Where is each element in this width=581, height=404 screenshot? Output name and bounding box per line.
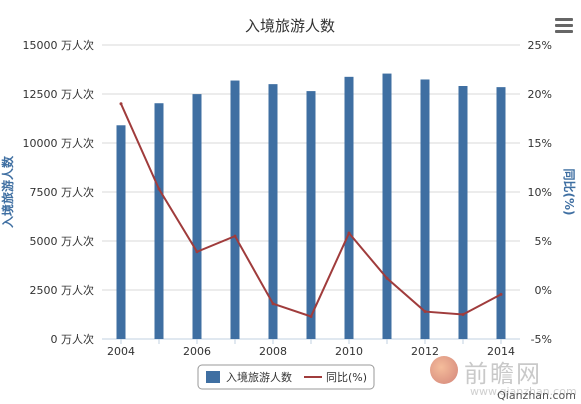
x-tick-label: 2010 — [335, 345, 363, 358]
x-tick-label: 2008 — [259, 345, 287, 358]
y-left-tick-label: 7500 万人次 — [30, 185, 95, 199]
legend-bar-swatch — [206, 371, 220, 383]
line-point[interactable] — [119, 102, 123, 106]
y-right-tick-label: 5% — [535, 235, 552, 248]
legend-box — [197, 364, 375, 390]
bar[interactable] — [154, 103, 164, 339]
y-right-tick-label: 10% — [528, 186, 552, 199]
bar[interactable] — [116, 125, 126, 339]
line-point[interactable] — [195, 250, 199, 254]
line-point[interactable] — [157, 187, 161, 191]
y-left-tick-label: 10000 万人次 — [23, 136, 95, 150]
y-axis-right-label: 同比(%) — [562, 169, 577, 216]
bar[interactable] — [496, 87, 506, 339]
line-point[interactable] — [233, 234, 237, 238]
line-point[interactable] — [461, 313, 465, 316]
y-left-tick-label: 5000 万人次 — [30, 234, 95, 248]
line-point[interactable] — [499, 292, 503, 296]
bar[interactable] — [420, 79, 430, 339]
y-right-tick-label: 25% — [528, 39, 552, 52]
y-right-tick-label: 0% — [535, 284, 552, 297]
legend-line-label[interactable]: 同比(%) — [326, 371, 367, 384]
watermark-logo-icon — [430, 356, 458, 384]
line-point[interactable] — [385, 276, 389, 280]
line-point[interactable] — [271, 302, 275, 306]
y-right-tick-label: 20% — [528, 88, 552, 101]
line-point[interactable] — [309, 314, 313, 318]
x-tick-label: 2014 — [487, 345, 515, 358]
x-axis-ticks: 2004 2006 2008 2010 2012 2014 — [107, 339, 515, 358]
watermark-site: Qianzhan.com — [497, 389, 576, 402]
bar[interactable] — [306, 91, 316, 339]
y-left-tick-label: 2500 万人次 — [30, 283, 95, 297]
x-tick-label: 2012 — [411, 345, 439, 358]
bar[interactable] — [192, 94, 202, 339]
watermark-brand: 前瞻网 — [464, 360, 542, 388]
y-right-tick-label: -5% — [531, 333, 552, 346]
watermark: 前瞻网 www.qianzhan.com Qianzhan.com — [430, 352, 580, 404]
y-left-tick-label: 15000 万人次 — [23, 38, 95, 52]
bar[interactable] — [268, 84, 278, 339]
chart-menu-button[interactable] — [555, 18, 573, 34]
bar[interactable] — [344, 76, 354, 340]
legend[interactable]: 入境旅游人数 同比(%) — [197, 364, 375, 390]
bar[interactable] — [382, 73, 392, 340]
y-right-tick-label: 15% — [528, 137, 552, 150]
menu-icon — [555, 18, 573, 21]
bar[interactable] — [458, 86, 468, 339]
y-left-tick-label: 0 万人次 — [51, 332, 95, 346]
watermark-url: www.qianzhan.com — [470, 385, 577, 398]
x-tick-label: 2006 — [183, 345, 211, 358]
x-tick-label: 2004 — [107, 345, 135, 358]
right-axis-ticks: -5% 0% 5% 10% 15% 20% 25% — [528, 39, 552, 346]
line-series — [119, 102, 503, 318]
line-point[interactable] — [347, 231, 351, 235]
line-point[interactable] — [423, 310, 427, 314]
bar[interactable] — [230, 80, 240, 340]
bar-series — [116, 73, 506, 340]
y-axis-left-label: 入境旅游人数 — [0, 155, 15, 228]
left-axis-ticks: 0 万人次 2500 万人次 5000 万人次 7500 万人次 10000 万人次 12… — [23, 38, 95, 346]
chart-title: 入境旅游人数 — [245, 17, 335, 35]
legend-bar-label[interactable]: 入境旅游人数 — [226, 370, 292, 384]
y-left-tick-label: 12500 万人次 — [23, 87, 95, 101]
